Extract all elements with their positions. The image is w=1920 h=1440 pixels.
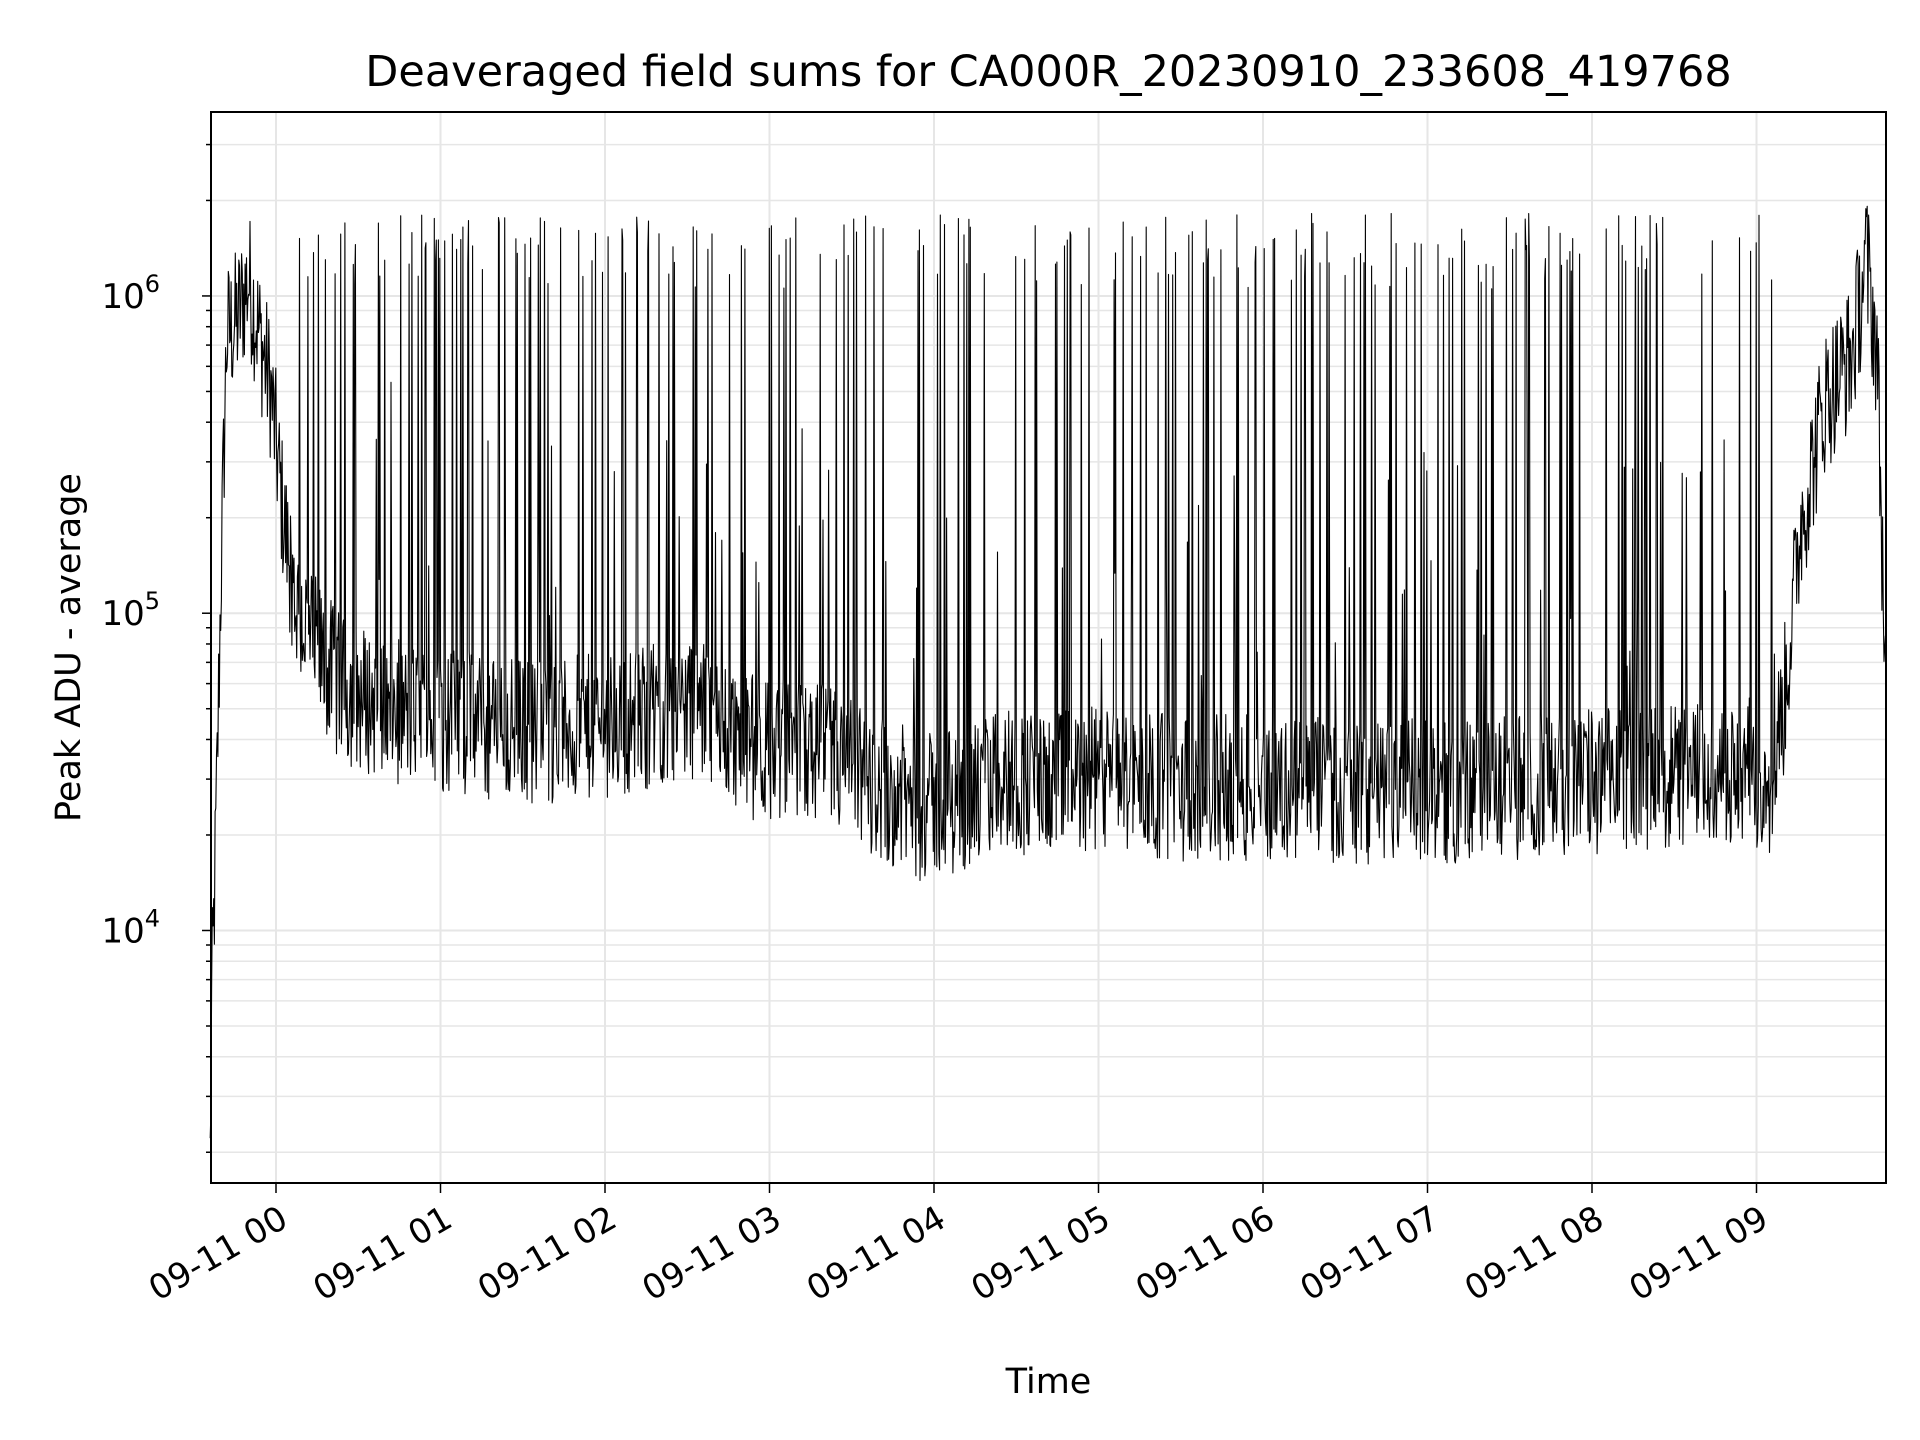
x-tick-label: 09-11 08 [1458, 1198, 1610, 1309]
x-axis: 09-11 00 09-11 01 09-11 02 09-11 03 09-11 04… [142, 1183, 1775, 1309]
plot-area [209, 205, 1886, 1139]
series-line [209, 205, 1886, 1139]
x-tick-label: 09-11 02 [471, 1198, 623, 1309]
plot-frame [210, 111, 1887, 1184]
x-axis-label: Time [1005, 1362, 1092, 1402]
y-axis: 104 105 106 [101, 143, 211, 1154]
y-axis-label: Peak ADU - average [49, 473, 89, 822]
x-tick-label: 09-11 09 [1623, 1198, 1775, 1309]
x-tick-label: 09-11 01 [307, 1198, 459, 1309]
x-tick-label: 09-11 05 [965, 1198, 1117, 1309]
chart-title: Deaveraged field sums for CA000R_2023091… [365, 47, 1731, 97]
x-tick-label: 09-11 04 [800, 1198, 952, 1309]
x-tick-label: 09-11 03 [636, 1198, 788, 1309]
y-tick-label: 104 [101, 904, 160, 951]
x-tick-label: 09-11 06 [1129, 1198, 1281, 1309]
x-tick-label: 09-11 07 [1294, 1198, 1446, 1309]
y-tick-label: 105 [101, 587, 160, 634]
y-tick-label: 106 [101, 270, 160, 317]
x-tick-label: 09-11 00 [142, 1198, 294, 1309]
